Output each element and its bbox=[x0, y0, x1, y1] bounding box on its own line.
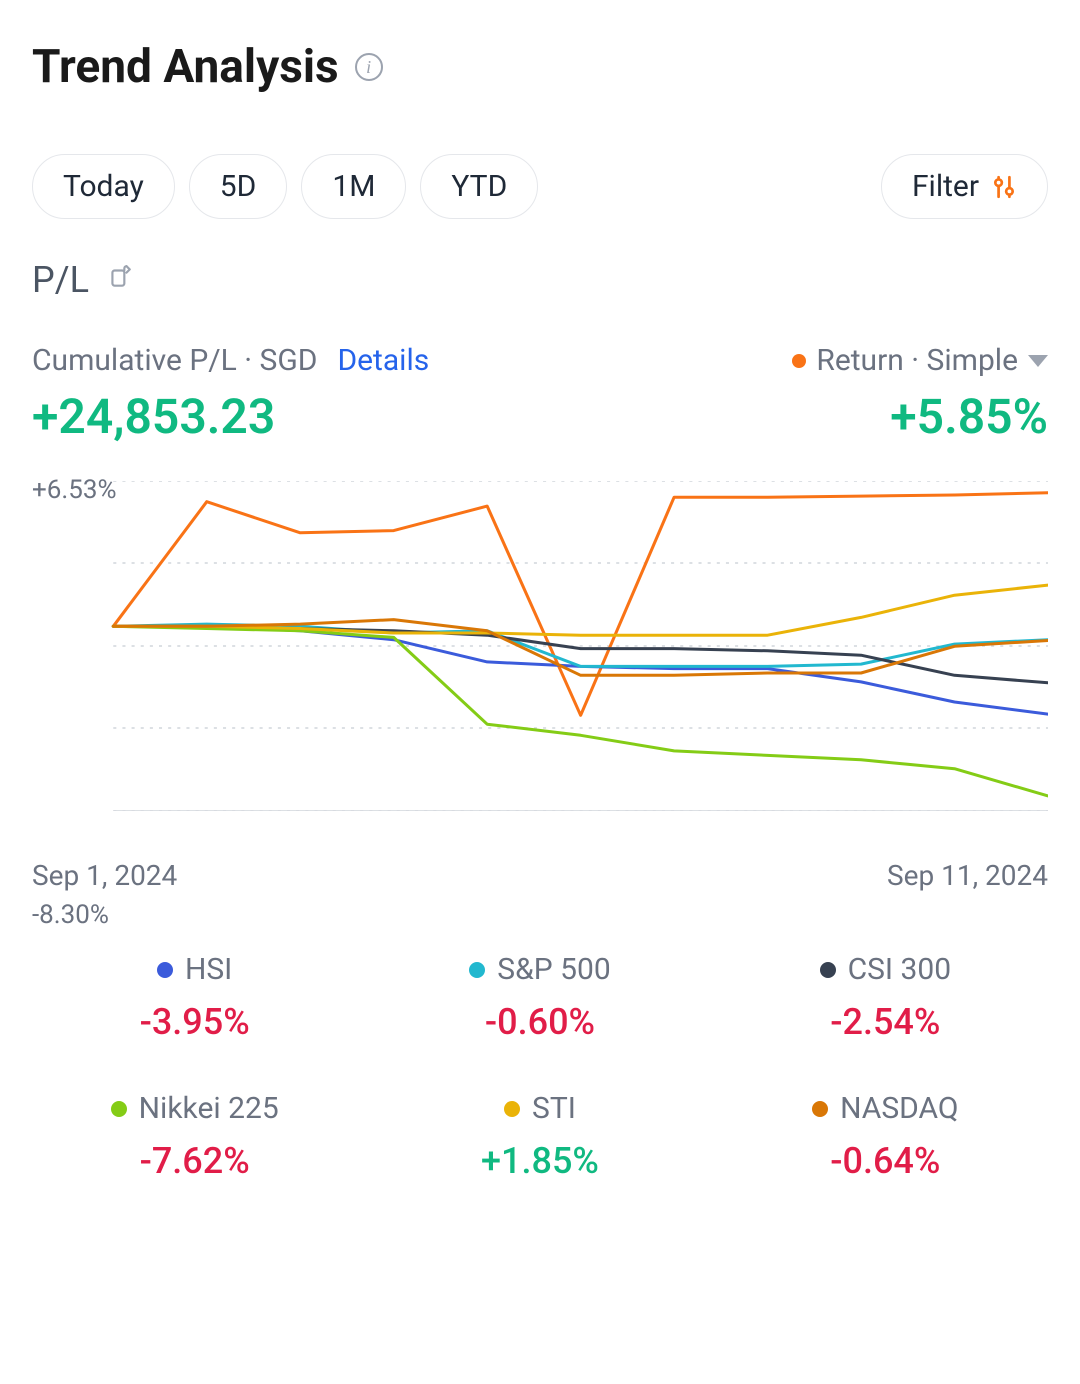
legend-item-hsi[interactable]: HSI -3.95% bbox=[32, 952, 357, 1043]
legend-name: STI bbox=[532, 1091, 576, 1126]
legend-value: -0.64% bbox=[830, 1140, 940, 1182]
legend-name: CSI 300 bbox=[848, 952, 952, 987]
info-icon[interactable]: i bbox=[355, 53, 383, 81]
filter-label: Filter bbox=[912, 169, 979, 204]
legend-item-sti[interactable]: STI +1.85% bbox=[377, 1091, 702, 1182]
legend-item-nasdaq[interactable]: NASDAQ -0.64% bbox=[723, 1091, 1048, 1182]
y-axis-top-label: +6.53% bbox=[32, 475, 117, 505]
y-axis-bottom-label: -8.30% bbox=[32, 900, 109, 930]
legend-name: HSI bbox=[185, 952, 232, 987]
legend-name: S&P 500 bbox=[497, 952, 610, 987]
return-dot bbox=[792, 354, 806, 368]
period-tabs: Today5D1MYTD bbox=[32, 154, 538, 219]
chart-container: +6.53% -8.30% Sep 1, 2024 Sep 11, 2024 bbox=[32, 481, 1048, 892]
cumulative-pl-block: Cumulative P/L · SGD Details +24,853.23 bbox=[32, 343, 429, 445]
series-return bbox=[113, 493, 1048, 716]
legend-value: -7.62% bbox=[140, 1140, 250, 1182]
legend-item-s-p-500[interactable]: S&P 500 -0.60% bbox=[377, 952, 702, 1043]
x-axis-start: Sep 1, 2024 bbox=[32, 859, 177, 892]
controls-row: Today5D1MYTD Filter bbox=[32, 154, 1048, 219]
legend-dot bbox=[812, 1101, 828, 1117]
page-title: Trend Analysis bbox=[32, 40, 339, 94]
legend-dot bbox=[469, 962, 485, 978]
line-chart bbox=[32, 481, 1048, 811]
legend-item-nikkei-225[interactable]: Nikkei 225 -7.62% bbox=[32, 1091, 357, 1182]
return-block: Return · Simple +5.85% bbox=[792, 343, 1048, 445]
filter-button[interactable]: Filter bbox=[881, 154, 1048, 219]
details-link[interactable]: Details bbox=[337, 343, 429, 378]
period-tab-today[interactable]: Today bbox=[32, 154, 175, 219]
legend-dot bbox=[820, 962, 836, 978]
return-value: +5.85% bbox=[792, 388, 1048, 445]
legend-dot bbox=[157, 962, 173, 978]
pl-label: P/L bbox=[32, 259, 89, 301]
period-tab-5d[interactable]: 5D bbox=[189, 154, 288, 219]
series-nikkei-225 bbox=[113, 626, 1048, 796]
metrics-row: Cumulative P/L · SGD Details +24,853.23 … bbox=[32, 343, 1048, 445]
title-row: Trend Analysis i bbox=[32, 40, 1048, 94]
legend-dot bbox=[111, 1101, 127, 1117]
legend: HSI -3.95% S&P 500 -0.60% CSI 300 -2.54% Nikke… bbox=[32, 952, 1048, 1182]
legend-value: -3.95% bbox=[140, 1001, 250, 1043]
filter-icon bbox=[991, 174, 1017, 200]
legend-name: NASDAQ bbox=[840, 1091, 958, 1126]
legend-value: -0.60% bbox=[485, 1001, 595, 1043]
legend-dot bbox=[504, 1101, 520, 1117]
cumulative-label: Cumulative P/L · SGD bbox=[32, 343, 317, 378]
x-axis-end: Sep 11, 2024 bbox=[887, 859, 1048, 892]
series-hsi bbox=[113, 626, 1048, 714]
legend-item-csi-300[interactable]: CSI 300 -2.54% bbox=[723, 952, 1048, 1043]
legend-value: -2.54% bbox=[830, 1001, 940, 1043]
period-tab-1m[interactable]: 1M bbox=[301, 154, 406, 219]
period-tab-ytd[interactable]: YTD bbox=[420, 154, 538, 219]
return-label: Return · Simple bbox=[816, 343, 1018, 378]
copy-icon[interactable] bbox=[107, 259, 133, 301]
return-selector[interactable]: Return · Simple bbox=[792, 343, 1048, 378]
pl-row: P/L bbox=[32, 259, 1048, 301]
series-sti bbox=[113, 585, 1048, 635]
legend-name: Nikkei 225 bbox=[139, 1091, 279, 1126]
chevron-down-icon bbox=[1028, 355, 1048, 367]
x-axis-labels: Sep 1, 2024 Sep 11, 2024 bbox=[32, 859, 1048, 892]
cumulative-value: +24,853.23 bbox=[32, 388, 429, 445]
legend-value: +1.85% bbox=[481, 1140, 599, 1182]
